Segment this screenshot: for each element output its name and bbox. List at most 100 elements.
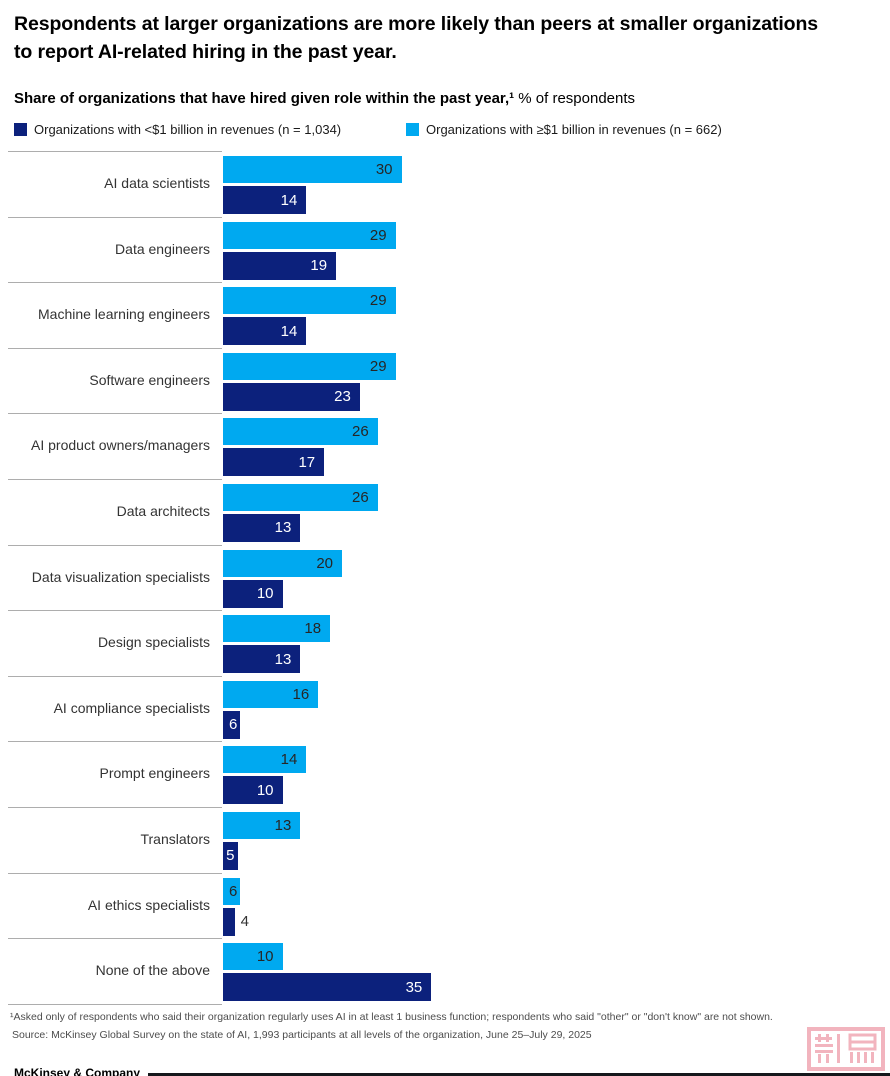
bar-large-orgs: 6 [223, 877, 241, 905]
page-title: Respondents at larger organizations are … [14, 13, 819, 64]
bar-large-orgs: 13 [223, 811, 301, 839]
category-label: AI data scientists [104, 175, 210, 192]
row-separator [8, 1003, 222, 1005]
chart-subtitle-unit: % of respondents [514, 90, 636, 107]
legend-item-small-orgs: Organizations with <$1 billion in revenu… [14, 122, 406, 137]
footnotes: ¹Asked only of respondents who said thei… [10, 1009, 870, 1045]
chart-row: Data engineers 29 19 [8, 216, 882, 283]
bar-group: 29 14 [223, 287, 396, 346]
chart-row: Machine learning engineers 29 14 [8, 282, 882, 348]
category-label: Data engineers [115, 240, 210, 257]
category-label: AI compliance specialists [53, 699, 210, 716]
bar-value-label: 29 [369, 357, 387, 375]
row-separator [8, 413, 222, 415]
bar-group: 29 19 [223, 221, 396, 280]
bar-value-label: 29 [369, 226, 387, 244]
legend-label-large-orgs: Organizations with ≥$1 billion in revenu… [426, 122, 722, 137]
category-label: Translators [140, 830, 210, 847]
legend-item-large-orgs: Organizations with ≥$1 billion in revenu… [406, 122, 722, 137]
bar-row: 26 [223, 418, 378, 446]
bar-large-orgs: 29 [223, 221, 396, 249]
bar-small-orgs: 14 [223, 186, 307, 214]
bar-group: 18 13 [223, 615, 331, 674]
row-separator [8, 675, 222, 677]
bar-large-orgs: 18 [223, 615, 331, 643]
bar-large-orgs: 20 [223, 549, 342, 577]
row-separator [8, 282, 222, 284]
bar-row: 13 [223, 645, 330, 674]
bottom-edge-divider [148, 1073, 890, 1076]
bar-large-orgs: 26 [223, 418, 378, 446]
bar-row: 10 [223, 579, 342, 608]
bar-large-orgs: 30 [223, 156, 402, 183]
bar-value-label: 14 [280, 322, 298, 340]
category-label: AI product owners/managers [31, 437, 210, 454]
category-label: Machine learning engineers [38, 306, 210, 323]
bar-large-orgs: 29 [223, 287, 396, 315]
bar-row: 30 [223, 156, 402, 183]
bar-row: 19 [223, 251, 396, 280]
row-separator [8, 478, 222, 480]
source-note: Source: McKinsey Global Survey on the st… [12, 1028, 592, 1041]
bar-row: 29 [223, 221, 396, 249]
category-label: Data architects [116, 503, 210, 520]
bar-row: 18 [223, 615, 331, 643]
footnote-1: ¹Asked only of respondents who said thei… [10, 1011, 773, 1023]
bar-large-orgs: 10 [223, 943, 283, 971]
bar-small-orgs: 13 [223, 645, 301, 674]
chart-row: Design specialists 18 13 [8, 610, 882, 676]
bar-small-orgs: 6 [223, 710, 241, 739]
bar-row: 6 [223, 710, 318, 739]
bar-row: 20 [223, 549, 342, 577]
bar-value-label: 6 [229, 882, 238, 900]
row-separator [8, 347, 222, 349]
row-separator [8, 938, 222, 940]
bar-group: 16 6 [223, 680, 319, 739]
bar-row: 23 [223, 382, 396, 411]
bar-row: 14 [223, 746, 307, 774]
bar-row: 10 [223, 943, 431, 971]
legend-swatch-small-orgs [14, 123, 27, 136]
bar-value-label: 4 [240, 913, 249, 931]
chart-legend: Organizations with <$1 billion in revenu… [14, 122, 722, 137]
chart-row: AI product owners/managers 26 17 [8, 413, 882, 479]
chart-row: Translators 13 5 [8, 806, 882, 873]
bar-row: 26 [223, 483, 378, 511]
bar-row: 5 [223, 841, 300, 870]
bar-row: 17 [223, 448, 378, 477]
chart-row: AI compliance specialists 16 6 [8, 675, 882, 742]
bar-row: 10 [223, 776, 306, 805]
legend-label-small-orgs: Organizations with <$1 billion in revenu… [34, 122, 342, 137]
chart-row: AI data scientists 30 14 [8, 151, 882, 217]
bar-value-label: 26 [352, 488, 369, 506]
category-label: Data visualization specialists [31, 568, 210, 585]
bar-value-label: 10 [256, 948, 274, 966]
bar-group: 30 14 [223, 156, 402, 214]
bar-value-label: 19 [310, 257, 328, 275]
chart-row: Software engineers 29 23 [8, 347, 882, 414]
bar-row: 6 [223, 877, 249, 905]
bar-value-label: 5 [226, 847, 235, 865]
bar-value-label: 23 [334, 388, 351, 406]
row-separator [8, 872, 222, 874]
bar-small-orgs: 35 [223, 973, 432, 1002]
bar-small-orgs: 10 [223, 579, 283, 608]
row-separator [8, 806, 222, 808]
row-separator [8, 610, 222, 612]
category-label: Software engineers [89, 371, 210, 388]
row-separator [8, 544, 222, 546]
bar-large-orgs: 16 [223, 680, 319, 708]
bar-group: 14 10 [223, 746, 307, 805]
bar-small-orgs: 14 [223, 317, 307, 346]
bar-large-orgs: 14 [223, 746, 307, 774]
bar-value-label: 14 [280, 751, 298, 769]
bar-group: 10 35 [223, 943, 432, 1002]
bar-row: 13 [223, 811, 301, 839]
bar-row: 16 [223, 680, 319, 708]
chart-row: Data visualization specialists 20 10 [8, 544, 882, 611]
bar-row: 14 [223, 186, 402, 214]
bar-value-label: 6 [229, 716, 238, 734]
chart-row: AI ethics specialists 6 4 [8, 872, 882, 939]
